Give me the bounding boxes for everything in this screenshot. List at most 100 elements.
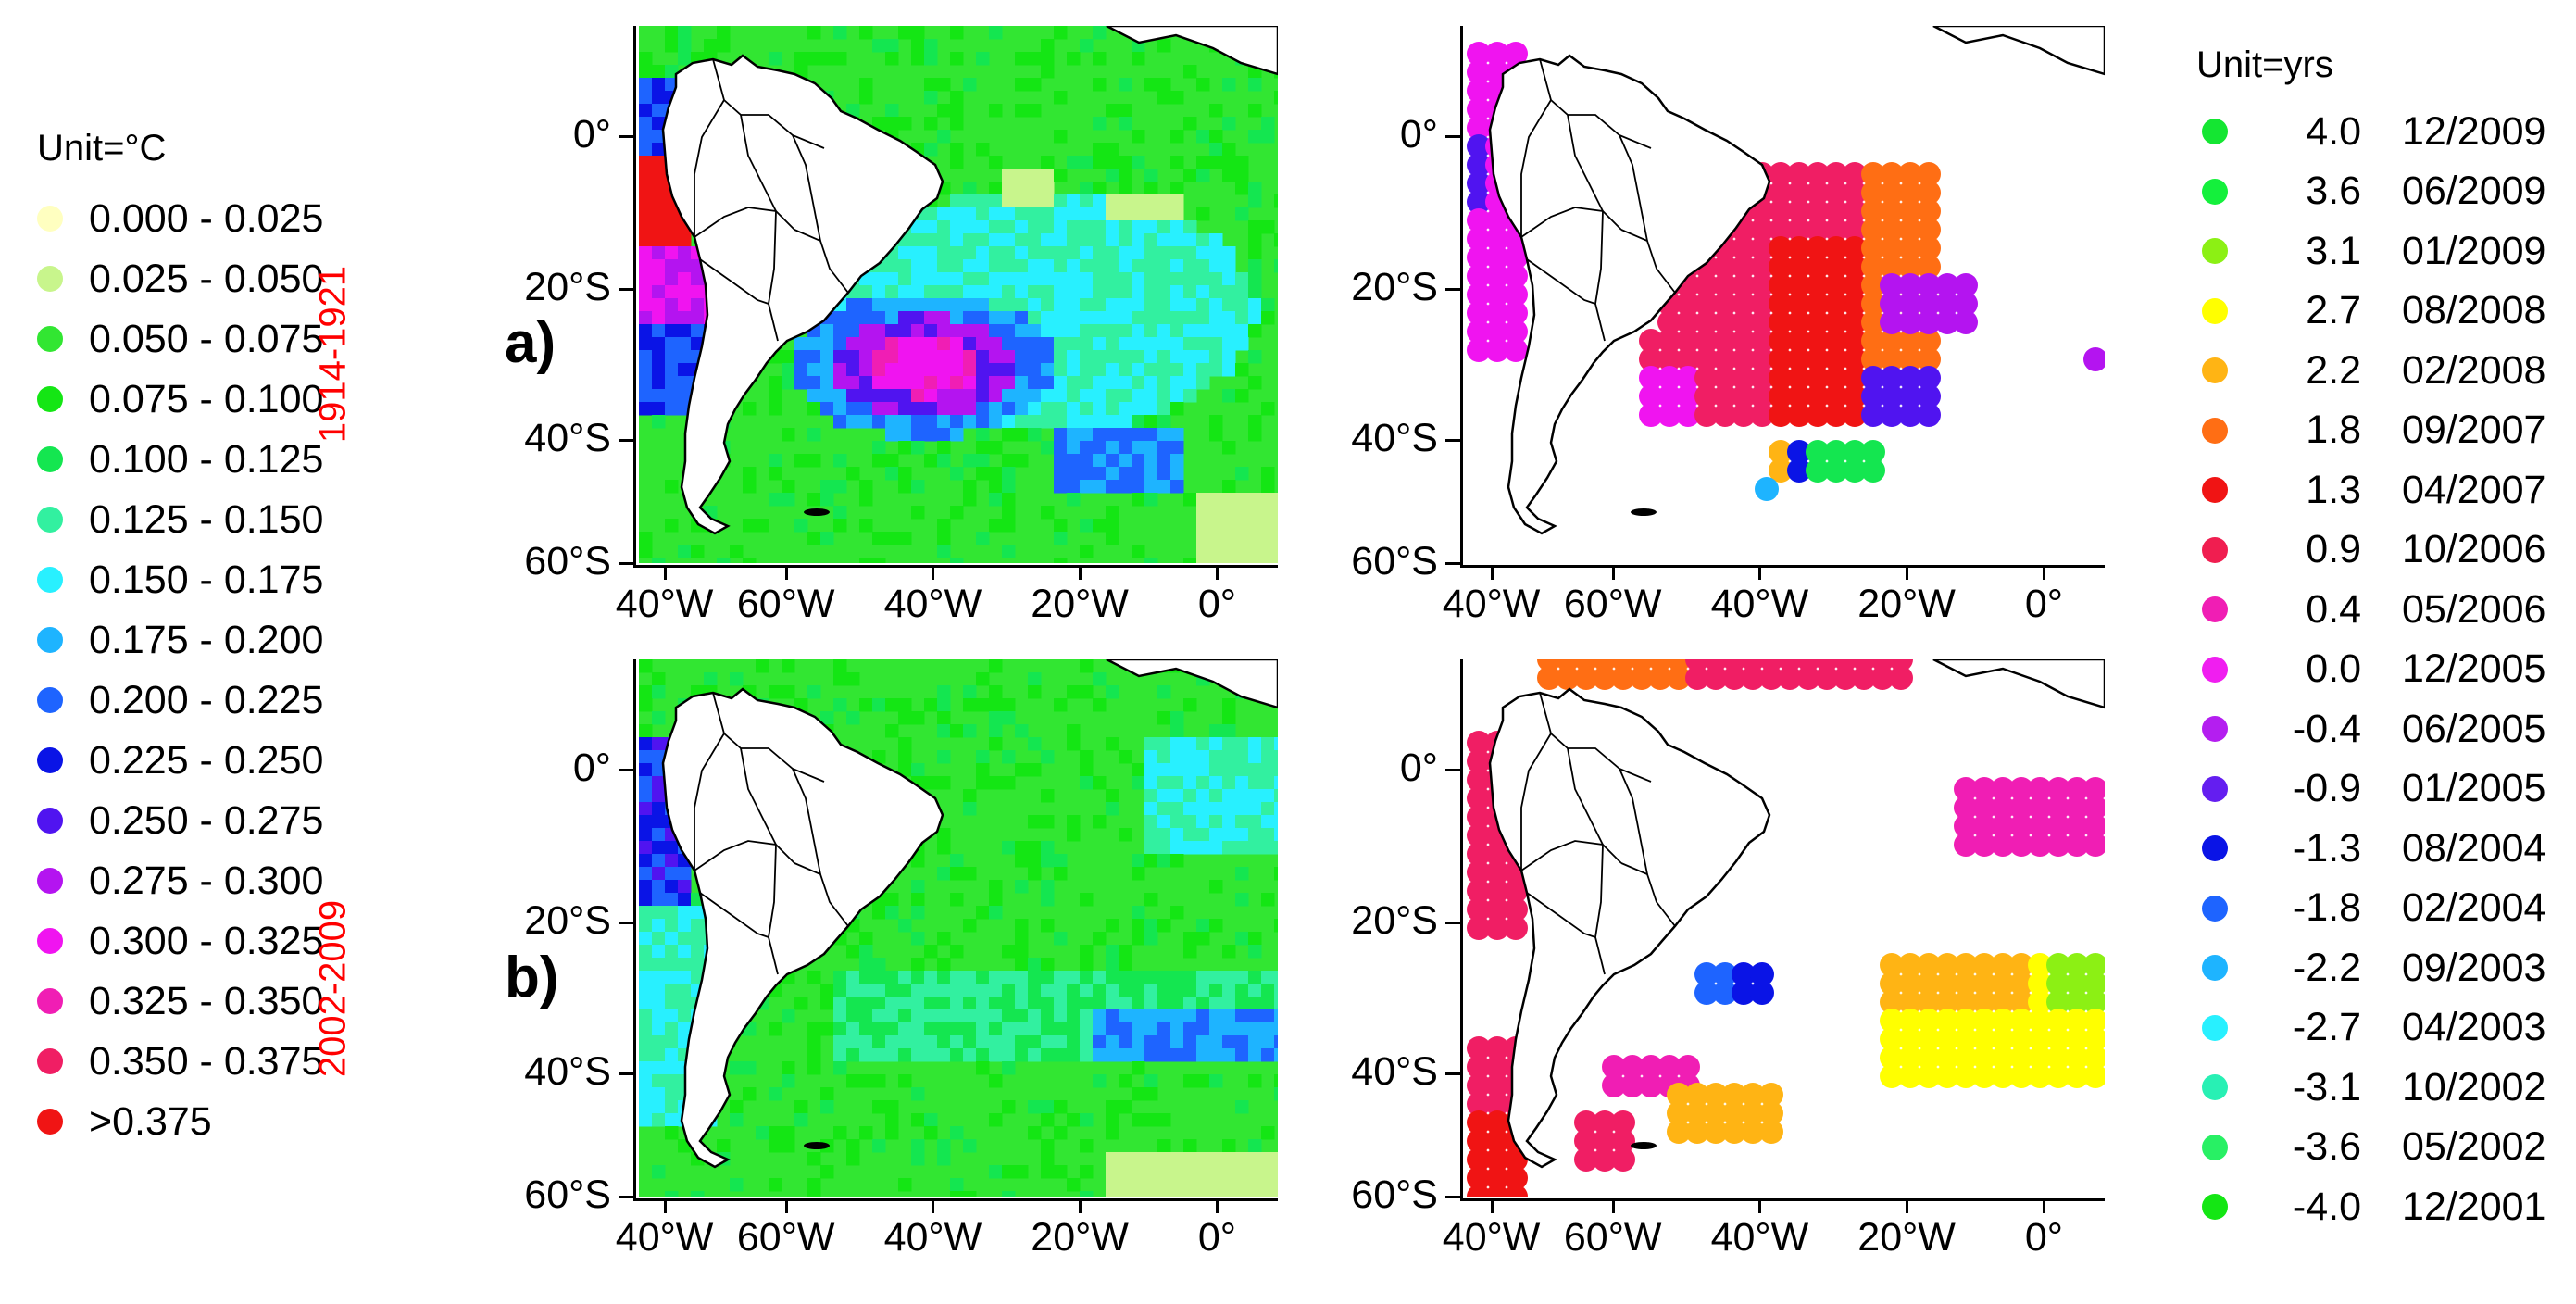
sst-anomaly-cell	[1235, 1165, 1249, 1179]
sst-anomaly-cell	[665, 867, 679, 881]
sst-anomaly-cell	[885, 724, 899, 738]
sst-anomaly-cell	[1209, 428, 1223, 442]
sst-anomaly-cell	[989, 104, 1003, 118]
sst-anomaly-cell	[1196, 1048, 1210, 1062]
sst-anomaly-cell	[794, 363, 808, 377]
sst-anomaly-cell	[639, 854, 653, 868]
sst-anomaly-cell	[1222, 1009, 1236, 1023]
sst-anomaly-cell	[872, 558, 886, 563]
sst-anomaly-cell	[678, 867, 692, 881]
sst-anomaly-cell	[639, 828, 653, 842]
x-tick-label: 40°W	[1710, 1215, 1809, 1260]
sst-anomaly-cell	[1248, 737, 1262, 751]
sst-anomaly-cell	[1222, 117, 1236, 131]
sst-anomaly-cell	[872, 324, 886, 338]
sst-anomaly-cell	[1041, 893, 1055, 907]
sst-anomaly-cell	[1196, 984, 1210, 997]
sst-anomaly-cell	[1106, 104, 1119, 118]
sst-anomaly-cell	[1222, 493, 1236, 507]
sst-anomaly-cell	[1002, 711, 1016, 725]
sst-anomaly-cell	[1015, 932, 1029, 946]
sst-anomaly-cell	[1196, 169, 1210, 182]
sst-anomaly-cell	[950, 363, 964, 377]
sst-anomaly-cell	[963, 1009, 977, 1023]
sst-anomaly-cell	[1222, 350, 1236, 364]
x-axis-line	[1460, 565, 2105, 568]
sst-anomaly-cell	[1041, 39, 1055, 53]
sst-anomaly-cell	[937, 997, 951, 1010]
x-tick-label: 40°W	[615, 1215, 714, 1260]
sst-anomaly-cell	[1106, 802, 1119, 816]
sst-anomaly-cell	[1132, 854, 1145, 868]
sst-anomaly-cell	[1132, 1152, 1145, 1166]
sst-anomaly-cell	[1235, 1035, 1249, 1049]
sst-anomaly-cell	[1119, 207, 1132, 221]
trend-onset-cell	[1972, 1046, 1996, 1070]
sst-anomaly-cell	[859, 311, 873, 325]
trend-onset-cell	[2046, 1064, 2070, 1088]
sst-anomaly-cell	[885, 337, 899, 351]
sst-anomaly-cell	[1261, 789, 1275, 803]
sst-anomaly-cell	[730, 545, 744, 558]
legend-value: -3.1	[2292, 1064, 2361, 1110]
sst-anomaly-cell	[885, 428, 899, 442]
sst-anomaly-cell	[1248, 945, 1262, 959]
trend-onset-cell	[1861, 329, 1885, 353]
sst-anomaly-cell	[1093, 207, 1107, 221]
sst-anomaly-cell	[846, 402, 860, 416]
sst-anomaly-cell	[1028, 337, 1042, 351]
sst-anomaly-cell	[950, 207, 964, 221]
sst-anomaly-cell	[1119, 350, 1132, 364]
legend-value: -2.7	[2292, 1005, 2361, 1049]
sst-anomaly-cell	[885, 1022, 899, 1036]
sst-anomaly-cell	[976, 363, 990, 377]
trend-onset-cell	[1485, 282, 1509, 307]
trend-onset-cell	[1639, 1073, 1663, 1097]
sst-anomaly-cell	[1157, 828, 1171, 842]
trend-onset-cell	[1917, 292, 1941, 316]
sst-anomaly-cell	[1144, 285, 1158, 299]
sst-anomaly-cell	[691, 958, 705, 972]
sst-anomaly-cell	[1261, 220, 1275, 234]
trend-onset-cell	[1917, 329, 1941, 353]
sst-anomaly-cell	[743, 558, 757, 563]
country-border	[694, 207, 795, 238]
sst-anomaly-cell	[924, 971, 938, 984]
sst-anomaly-cell	[652, 363, 666, 377]
sst-anomaly-cell	[1183, 971, 1197, 984]
sst-anomaly-cell	[1119, 169, 1132, 182]
map-panel-b-anomaly	[639, 659, 1278, 1197]
sst-anomaly-cell	[1183, 324, 1197, 338]
sst-anomaly-cell	[1080, 467, 1094, 481]
sst-anomaly-cell	[1248, 1139, 1262, 1153]
trend-onset-cell	[1694, 329, 1719, 353]
trend-legend-item: 0.9 10/2006	[2202, 520, 2545, 580]
sst-anomaly-cell	[911, 1139, 925, 1153]
trend-onset-cell	[1880, 329, 1904, 353]
sst-anomaly-cell	[976, 984, 990, 997]
trend-onset-cell	[1485, 1073, 1509, 1097]
trend-legend-item: 4.0 12/2009	[2202, 102, 2545, 161]
sst-anomaly-cell	[885, 1009, 899, 1023]
sst-anomaly-cell	[1093, 324, 1107, 338]
sst-anomaly-cell	[1248, 220, 1262, 234]
trend-onset-cell	[1467, 842, 1491, 866]
sst-anomaly-cell	[1041, 169, 1055, 182]
sst-anomaly-cell	[678, 376, 692, 390]
sst-anomaly-cell	[1002, 467, 1016, 481]
sst-anomaly-cell	[1002, 311, 1016, 325]
sst-anomaly-cell	[1222, 143, 1236, 157]
sst-anomaly-cell	[1080, 1009, 1094, 1023]
sst-anomaly-cell	[1144, 415, 1158, 429]
sst-anomaly-cell	[782, 480, 795, 494]
sst-anomaly-cell	[1157, 854, 1171, 868]
sst-anomaly-cell	[1157, 350, 1171, 364]
sst-anomaly-cell	[1041, 285, 1055, 299]
sst-anomaly-cell	[1248, 493, 1262, 507]
sst-anomaly-cell	[872, 376, 886, 390]
sst-anomaly-cell	[1196, 207, 1210, 221]
sst-anomaly-cell	[1157, 285, 1171, 299]
sst-anomaly-cell	[1093, 997, 1107, 1010]
sst-anomaly-cell	[769, 685, 782, 699]
trend-onset-cell	[1504, 916, 1528, 940]
